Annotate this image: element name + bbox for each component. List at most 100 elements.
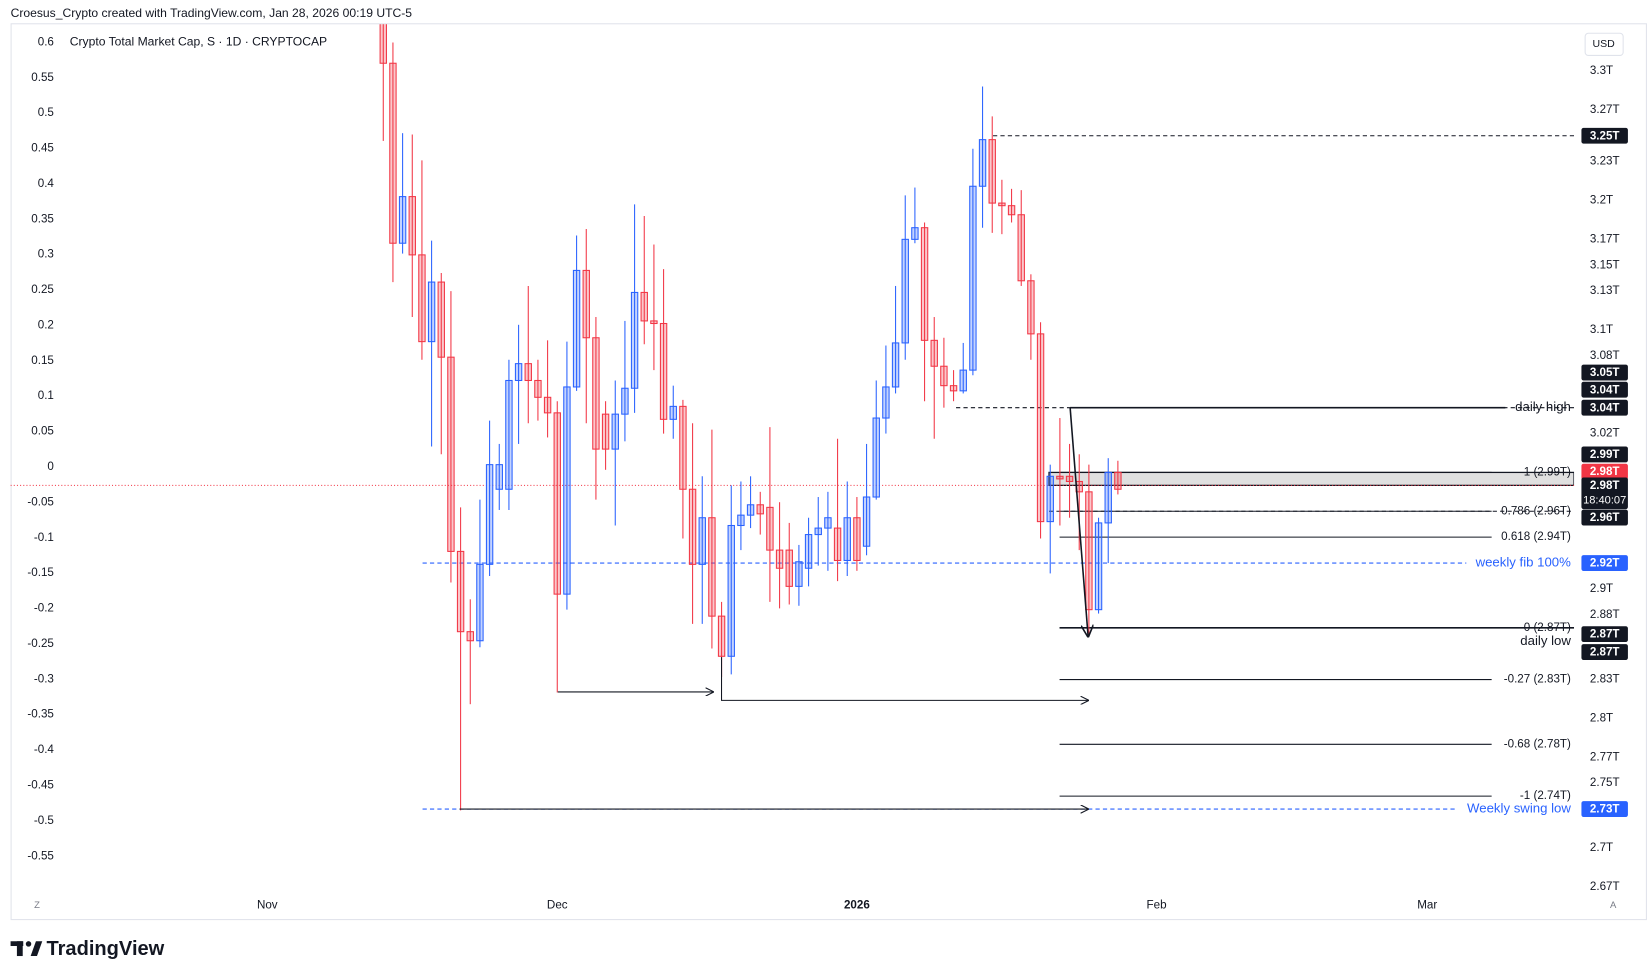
- currency-box[interactable]: [1584, 32, 1624, 56]
- candle-body: [543, 396, 552, 414]
- price-badge-label: 2.96T: [1590, 511, 1620, 524]
- candle-body: [505, 379, 513, 490]
- x-tick-label: Dec: [547, 898, 568, 911]
- candle-body: [862, 496, 871, 547]
- price-badge: [1581, 446, 1628, 463]
- candle-body: [466, 631, 474, 642]
- candle-body: [1085, 491, 1093, 611]
- price-badge-label: 3.25T: [1590, 129, 1620, 142]
- candle-body: [398, 196, 407, 244]
- candle-body: [1027, 280, 1035, 335]
- annotation: daily high: [1515, 399, 1571, 414]
- y2-tick-label: -0.5: [34, 814, 54, 827]
- logo-mark: [16, 941, 23, 957]
- price-badge: [1581, 626, 1628, 643]
- price-badge: [1581, 555, 1628, 571]
- y-tick-label: 2.67T: [1590, 880, 1620, 893]
- candle-body: [978, 139, 987, 187]
- candle-body: [601, 413, 610, 450]
- candle-body: [1114, 471, 1122, 490]
- candle-body: [804, 534, 813, 569]
- candle-body: [408, 196, 416, 256]
- price-badge: [1581, 801, 1628, 817]
- y-tick-label: 3.13T: [1590, 284, 1620, 297]
- candle-body: [969, 185, 977, 371]
- y-tick-label: 2.88T: [1590, 608, 1620, 621]
- candle-body: [524, 363, 532, 382]
- candle-body: [756, 504, 764, 515]
- candle-body: [534, 379, 542, 398]
- scale-button[interactable]: Z: [34, 900, 40, 911]
- candle-body: [418, 254, 426, 343]
- candle-body: [514, 363, 523, 382]
- y2-tick-label: -0.35: [27, 708, 53, 721]
- candle-body: [592, 337, 600, 450]
- y2-tick-label: 0.2: [38, 318, 54, 331]
- price-badge: [1581, 509, 1628, 526]
- y2-tick-label: -0.45: [27, 778, 53, 791]
- y-tick-label: 3.23T: [1590, 155, 1620, 168]
- candle-body: [785, 549, 793, 587]
- y2-tick-label: -0.4: [34, 743, 55, 756]
- candle-body: [679, 405, 687, 490]
- candle-body: [379, 24, 387, 64]
- y-tick-label: 2.75T: [1590, 776, 1620, 789]
- candle-body: [940, 365, 948, 387]
- y2-tick-label: -0.25: [27, 637, 53, 650]
- y-tick-label: 2.77T: [1590, 750, 1620, 763]
- chart-frame: [10, 23, 1647, 921]
- y2-tick-label: 0.15: [31, 354, 54, 367]
- y-tick-label: 3.1T: [1590, 323, 1613, 336]
- y2-tick-label: 0.45: [31, 142, 54, 155]
- y2-tick-label: 0.25: [31, 283, 54, 296]
- y2-tick-label: -0.15: [27, 566, 53, 579]
- header: Croesus_Crypto created with TradingView.…: [11, 6, 413, 20]
- price-badge-label: 2.92T: [1590, 557, 1620, 570]
- y-tick-label: 3.2T: [1590, 194, 1613, 207]
- candle-body: [1007, 205, 1016, 216]
- candle-body: [563, 386, 571, 595]
- logo-mark: [25, 941, 32, 947]
- y2-tick-label: -0.55: [27, 849, 53, 862]
- candle-body: [485, 464, 494, 565]
- fib-label: 0 (2.87T): [1524, 621, 1571, 634]
- candle-body: [988, 139, 996, 204]
- price-badge-label: 3.04T: [1590, 401, 1620, 414]
- candle-body: [621, 387, 629, 415]
- price-badge: [1581, 644, 1628, 661]
- y2-tick-label: -0.1: [34, 531, 54, 544]
- candle-body: [824, 517, 832, 529]
- candle-body: [1065, 475, 1074, 483]
- currency[interactable]: USD: [1592, 38, 1615, 50]
- annotation: Weekly swing low: [1467, 801, 1571, 816]
- y2-tick-label: -0.3: [34, 672, 54, 685]
- chart-title: Crypto Total Market Cap, S · 1D · CRYPTO…: [70, 34, 327, 48]
- fib-label: -0.68 (2.78T): [1504, 737, 1571, 750]
- y2-tick-label: 0.4: [38, 177, 55, 190]
- y-tick-label: 3.15T: [1590, 258, 1620, 271]
- fib-label: 1 (2.99T): [1524, 465, 1571, 478]
- candle-body: [959, 369, 967, 392]
- price-badge: [1581, 477, 1628, 510]
- candle-body: [476, 563, 484, 642]
- y-tick-label: 2.9T: [1590, 582, 1613, 595]
- y2-tick-label: 0: [47, 460, 53, 473]
- candle-body: [949, 385, 958, 392]
- annotation: weekly fib 100%: [1475, 555, 1572, 570]
- scale-button[interactable]: A: [1610, 900, 1617, 911]
- y2-tick-label: 0.5: [38, 106, 54, 119]
- candle-body: [1046, 475, 1054, 523]
- candle-body: [708, 517, 716, 617]
- candle-body: [853, 517, 861, 561]
- candle-body: [427, 281, 436, 343]
- candle-body: [911, 227, 919, 240]
- price-badge: [1581, 127, 1628, 144]
- fib-label: -0.27 (2.83T): [1504, 673, 1571, 686]
- fib-label: 0.786 (2.96T): [1501, 504, 1571, 517]
- candle-body: [553, 412, 561, 595]
- candle-body: [1017, 214, 1025, 282]
- y2-tick-label: 0.6: [38, 35, 54, 48]
- candle-body: [746, 504, 755, 516]
- candle-body: [920, 227, 929, 341]
